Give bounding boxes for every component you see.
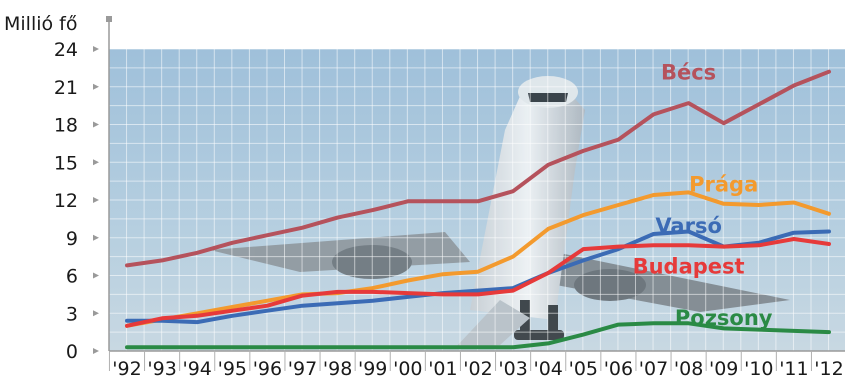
series-line-budapest	[125, 237, 831, 328]
y-tick-label: 24	[54, 39, 78, 61]
x-tick-label: '92	[112, 358, 141, 380]
y-tick-label: 15	[54, 152, 78, 174]
x-tick-label: '96	[253, 358, 282, 380]
series-label-prága: Prága	[689, 173, 758, 197]
chart-axes: 0 3 6 9 12 15 18 21 24 '92 '93 '94 '95 '96 '97 '98 '99 '0…	[54, 16, 845, 380]
x-tick-label: '98	[323, 358, 352, 380]
x-tick-label: '95	[218, 358, 247, 380]
x-tick-label: '11	[779, 358, 808, 380]
series-label-bécs: Bécs	[661, 61, 716, 85]
y-tick-marker	[93, 46, 99, 52]
x-tick-label: '12	[814, 358, 843, 380]
x-tick-label: '05	[569, 358, 598, 380]
y-tick-marker	[93, 272, 99, 279]
chart-series	[125, 69, 831, 350]
x-tick-label: '99	[358, 358, 387, 380]
series-label-budapest: Budapest	[633, 254, 745, 278]
y-tick-label: 12	[54, 190, 78, 212]
y-tick-marker	[93, 234, 99, 241]
y-tick-marker	[93, 83, 99, 90]
y-tick-label: 9	[66, 228, 78, 250]
x-tick-label: '07	[639, 358, 668, 380]
y-tick-marker	[93, 348, 99, 354]
y-tick-label: 0	[66, 341, 78, 363]
series-line-bécs	[125, 69, 831, 268]
series-line-pozsony	[125, 321, 831, 350]
y-tick-label: 18	[54, 115, 78, 137]
y-tick-marker	[93, 310, 99, 317]
chart-series-labels: Bécs Prága Varsó Budapest Pozsony	[633, 61, 773, 330]
y-tick-label: 3	[66, 303, 78, 325]
y-tick-marker	[93, 121, 99, 128]
y-tick-marker	[93, 159, 99, 166]
x-tick-label: '93	[147, 358, 176, 380]
x-tick-label: '97	[288, 358, 317, 380]
x-tick-label: '04	[533, 358, 562, 380]
y-axis-label: Millió fő	[4, 13, 78, 35]
x-tick-label: '00	[393, 358, 422, 380]
chart-grid	[108, 48, 845, 352]
x-tick-label: '09	[709, 358, 738, 380]
y-tick-label: 21	[54, 77, 78, 99]
x-tick-label: '08	[674, 358, 703, 380]
airplane-image	[210, 76, 790, 348]
x-tick-label: '02	[463, 358, 492, 380]
y-tick-label: 6	[66, 266, 78, 288]
series-label-pozsony: Pozsony	[675, 306, 773, 330]
y-axis-end-marker	[106, 16, 112, 22]
series-line-varsó	[125, 229, 831, 325]
x-tick-label: '01	[428, 358, 457, 380]
x-tick-label: '10	[744, 358, 773, 380]
x-tick-label: '94	[182, 358, 211, 380]
series-line-prága	[125, 190, 831, 328]
y-tick-marker	[93, 197, 99, 203]
series-label-varsó: Varsó	[655, 214, 722, 238]
x-tick-label: '03	[498, 358, 527, 380]
x-tick-label: '06	[604, 358, 633, 380]
